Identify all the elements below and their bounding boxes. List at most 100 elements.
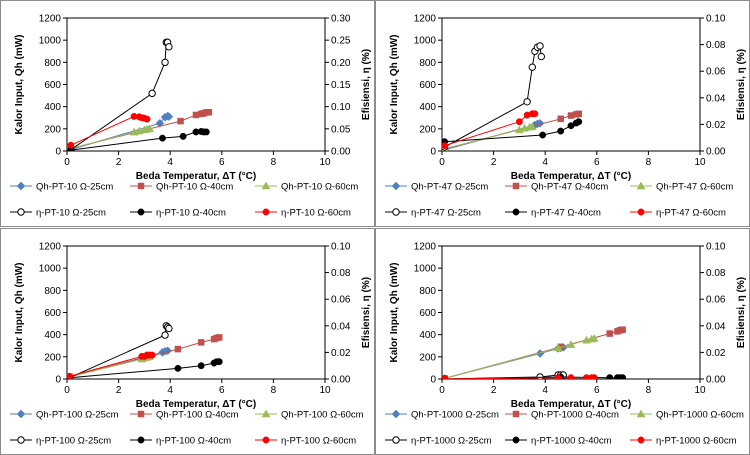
legend-label: Qh-PT-10 Ω-60cm (281, 182, 358, 193)
legend-label: η-PT-100 Ω-60cm (281, 436, 356, 447)
y2-tick-label: 0.00 (706, 147, 726, 158)
y-tick-label: 600 (44, 308, 61, 319)
y2-axis-title: Efisiensi, η (%) (361, 277, 372, 348)
data-point (619, 374, 627, 379)
legend-swatch-marker (392, 208, 400, 216)
data-point (575, 118, 583, 126)
legend-swatch-marker (17, 208, 25, 216)
legend-entry-3: Qh-PT-10 Ω-60cm (255, 181, 358, 193)
data-point (197, 339, 205, 346)
y2-tick-label: 0.30 (331, 14, 351, 25)
y-tick-label: 200 (419, 352, 436, 363)
chart-frame (0, 0, 375, 227)
legend-entry-6: η-PT-1000 Ω-60cm (630, 436, 737, 447)
legend-entry-5: η-PT-1000 Ω-40cm (505, 436, 612, 447)
legend-entry-4: η-PT-47 Ω-25cm (385, 208, 481, 219)
data-point (143, 115, 151, 123)
y-tick-label: 600 (419, 80, 436, 91)
series-6 (67, 351, 156, 379)
y2-tick-label: 0.06 (331, 295, 351, 306)
y-tick-label: 200 (44, 352, 61, 363)
legend-entry-1: Qh-PT-47 Ω-25cm (385, 182, 488, 193)
y-tick-label: 1000 (39, 264, 62, 275)
y-axis-title: Kalor Input, Qh (mW) (14, 263, 25, 363)
legend-entry-6: η-PT-10 Ω-60cm (255, 208, 351, 219)
y-tick-label: 1000 (414, 264, 437, 275)
x-tick-label: 6 (219, 157, 225, 168)
data-point (215, 334, 223, 341)
x-tick-label: 4 (167, 157, 173, 168)
series-5 (442, 118, 583, 146)
data-point (537, 52, 546, 61)
legend-entry-3: Qh-PT-47 Ω-60cm (630, 181, 733, 193)
legend-swatch-marker (392, 436, 400, 444)
data-point (179, 132, 187, 140)
legend-swatch-marker (262, 436, 270, 444)
y-tick-label: 800 (419, 58, 436, 69)
x-tick-label: 0 (439, 157, 445, 168)
legend-swatch-marker (391, 181, 401, 191)
legend-label: Qh-PT-47 Ω-25cm (411, 182, 488, 193)
y-tick-label: 800 (44, 286, 61, 297)
y2-tick-label: 0.02 (706, 348, 726, 359)
data-point (161, 331, 169, 339)
x-tick-label: 4 (542, 385, 548, 396)
y2-tick-label: 0.06 (706, 67, 726, 78)
chart-panel-3: 0 200 400 600 800 1000 1200 0.00 0.02 0.04 0.06 0.0… (0, 228, 375, 455)
y2-tick-label: 0.04 (706, 321, 726, 332)
y2-tick-label: 0.00 (706, 375, 726, 386)
data-point (590, 374, 598, 379)
x-tick-label: 10 (319, 157, 331, 168)
y2-tick-label: 0.15 (331, 80, 351, 91)
legend-swatch-marker (637, 208, 645, 216)
legend-swatch-marker (512, 436, 520, 444)
y2-tick-label: 0.05 (331, 124, 351, 135)
series-4 (442, 42, 546, 151)
data-point (161, 58, 169, 67)
data-point (148, 351, 156, 359)
legend-swatch-marker (261, 409, 271, 418)
y-tick-label: 800 (44, 58, 61, 69)
x-tick-label: 0 (439, 385, 445, 396)
data-point (606, 330, 613, 337)
x-tick-label: 2 (116, 157, 122, 168)
legend-swatch-marker (16, 181, 26, 191)
y-tick-label: 0 (430, 147, 436, 158)
legend-swatch-marker (512, 208, 520, 216)
y2-tick-label: 0.20 (331, 58, 351, 69)
x-axis-title: Beda Temperatur, ΔT (°C) (136, 171, 256, 182)
legend-entry-3: Qh-PT-1000 Ω-60cm (630, 409, 744, 421)
y2-axis-title: Efisiensi, η (%) (361, 49, 372, 120)
data-point (215, 358, 223, 366)
y-tick-label: 0 (55, 375, 61, 386)
legend-swatch-marker (17, 436, 25, 444)
legend-swatch-marker (137, 436, 145, 444)
y-tick-label: 1000 (414, 36, 437, 47)
legend-entry-5: η-PT-47 Ω-40cm (505, 208, 601, 219)
data-point (148, 89, 156, 98)
legend-label: Qh-PT-1000 Ω-25cm (411, 410, 499, 421)
data-point (67, 372, 74, 379)
legend-label: η-PT-1000 Ω-60cm (656, 436, 737, 447)
data-point (575, 110, 582, 118)
x-tick-label: 6 (219, 385, 225, 396)
y2-tick-label: 0.10 (706, 242, 726, 253)
legend-label: Qh-PT-10 Ω-25cm (36, 182, 113, 193)
chart-frame (375, 0, 750, 227)
y2-tick-label: 0.08 (706, 268, 726, 279)
legend-swatch-marker (262, 208, 270, 216)
data-point (202, 128, 210, 136)
y2-tick-label: 0.10 (331, 242, 351, 253)
data-point (554, 374, 562, 379)
legend-entry-1: Qh-PT-10 Ω-25cm (10, 182, 113, 193)
legend-label: Qh-PT-1000 Ω-40cm (531, 410, 619, 421)
data-point (197, 362, 205, 370)
data-point (566, 340, 576, 348)
legend-label: Qh-PT-47 Ω-40cm (531, 182, 608, 193)
y2-tick-label: 0.06 (706, 295, 726, 306)
x-tick-label: 10 (319, 385, 331, 396)
legend-entry-6: η-PT-100 Ω-60cm (255, 436, 356, 447)
data-point (442, 142, 449, 150)
y-tick-label: 800 (419, 286, 436, 297)
legend-swatch-marker (391, 409, 401, 419)
